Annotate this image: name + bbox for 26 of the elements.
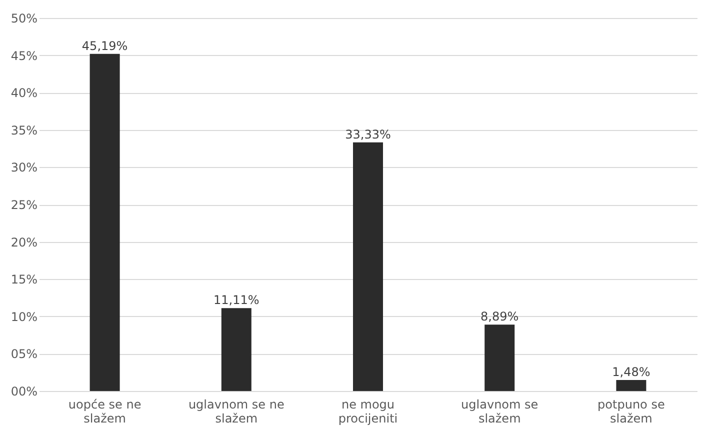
bar — [616, 380, 646, 391]
y-tick-label: 10% — [10, 310, 38, 324]
bar — [221, 308, 252, 391]
data-label: 45,19% — [82, 38, 128, 53]
bar — [353, 142, 383, 391]
y-tick-label: 25% — [10, 198, 38, 212]
data-label: 11,11% — [214, 293, 260, 308]
y-tick-label: 50% — [10, 12, 38, 26]
x-tick-label: uopće se ne slažem — [68, 398, 142, 426]
y-tick-label: 30% — [10, 160, 38, 175]
y-tick-label: 00% — [10, 384, 38, 398]
bar — [90, 54, 120, 391]
y-tick-label: 20% — [10, 235, 38, 250]
data-label: 1,48% — [612, 364, 650, 379]
x-tick-label: potpuno se slažem — [598, 398, 665, 426]
y-tick-label: 35% — [10, 123, 38, 138]
x-tick-label: ne mogu procijeniti — [338, 398, 398, 426]
y-tick-label: 45% — [10, 48, 38, 63]
x-tick-label: uglavnom se slažem — [461, 398, 538, 426]
y-tick-label: 15% — [10, 272, 38, 287]
y-tick-label: 05% — [10, 347, 38, 362]
data-label: 8,89% — [480, 310, 519, 324]
y-tick-label: 40% — [10, 86, 38, 100]
x-tick-label: uglavnom se ne slažem — [188, 398, 284, 426]
data-label: 33,33% — [345, 127, 391, 142]
bar — [484, 324, 515, 391]
